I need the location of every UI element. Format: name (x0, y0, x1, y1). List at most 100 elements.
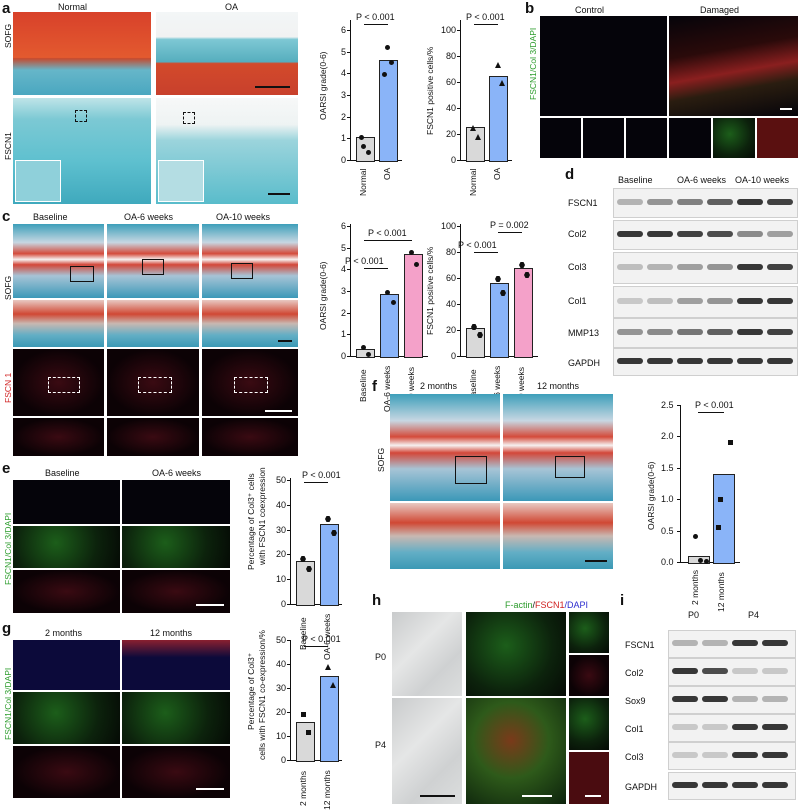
significance-bracket (364, 268, 388, 269)
y-tick-mark (457, 30, 460, 31)
inset-image (158, 160, 204, 202)
histology-image-oa-sofg (156, 12, 298, 95)
roi-box (75, 110, 87, 122)
blot-band (737, 329, 763, 335)
y-tick-mark (287, 640, 290, 641)
channel-image (626, 118, 667, 158)
y-tick-mark (287, 480, 290, 481)
y-tick-mark (347, 291, 350, 292)
scale-bar (585, 795, 601, 797)
y-tick-label: 10 (276, 574, 287, 585)
y-tick-mark (347, 95, 350, 96)
x-tick-label: 2 months (298, 771, 308, 806)
blot-row-label: FSCN1 (568, 198, 598, 208)
blot-band (707, 329, 733, 335)
col-label-2-months: 2 months (45, 628, 83, 638)
y-axis-label: OARSI grade(0-6) (318, 51, 328, 121)
blot-band (677, 264, 703, 270)
data-point (325, 516, 331, 522)
y-tick-label: 6 (341, 221, 347, 231)
y-tick-label: 1 (341, 329, 347, 340)
zoom-image-oa-6-weeks (107, 300, 199, 347)
fluorescence-zoom-oa-6-weeks (107, 418, 199, 456)
bar-baseline (356, 349, 375, 358)
scale-bar (420, 795, 455, 797)
blot-band (672, 640, 698, 646)
col-label-12-months: 12 months (537, 381, 580, 391)
y-axis-label: cells with FSCN1 co-expression/% (257, 630, 267, 760)
zoom-image-oa-10-weeks (202, 300, 298, 347)
y-tick-label: 20 (276, 707, 287, 717)
data-point (330, 682, 336, 688)
roi-box (234, 377, 268, 393)
y-tick-mark (347, 334, 350, 336)
joint-image-2-months (390, 394, 500, 501)
blot-band (732, 752, 758, 758)
y-tick-label: 0.5 (661, 525, 674, 536)
col-label: P4 (748, 610, 760, 620)
col-label-12-months: 12 months (150, 628, 193, 638)
bar-oa-6-weeks (320, 524, 339, 606)
bar-12-months (320, 676, 339, 762)
fluorescence-merge-baseline (13, 480, 120, 524)
x-tick-label: 12 months (716, 572, 726, 612)
scale-bar (780, 108, 792, 110)
fluorescence-red-baseline (13, 570, 120, 613)
col-label-2-months: 2 months (420, 381, 458, 391)
y-tick-mark (457, 304, 460, 305)
roi-box (70, 266, 94, 282)
data-point (698, 558, 703, 563)
y-tick-mark (287, 664, 290, 665)
y-tick-mark (347, 51, 350, 53)
blot-row-label: GAPDH (625, 782, 658, 792)
data-point (331, 530, 337, 536)
blot-band (767, 329, 793, 335)
y-tick-mark (287, 604, 290, 605)
blot-band (702, 696, 728, 702)
data-point (301, 712, 306, 717)
y-tick-mark (347, 116, 350, 118)
panel-label-i: i (620, 592, 625, 609)
stain-sep: / (532, 600, 536, 610)
y-tick-label: 40 (276, 499, 287, 510)
stain-label: FSCN1/Col 3/DAPI (3, 512, 13, 585)
roi-box (231, 263, 253, 279)
blot-band (647, 298, 673, 304)
blot-band (672, 724, 698, 730)
p-value-label: P < 0.001 (368, 228, 407, 238)
blot-row-label: MMP13 (568, 328, 600, 338)
stain-dapi: /DAPI (564, 600, 589, 610)
bar-oa-6-weeks (490, 283, 509, 358)
bar-oa-10-weeks (514, 268, 533, 358)
blot-band (767, 298, 793, 304)
col-label-oa-6-weeks: OA-6 weeks (124, 212, 174, 222)
significance-bracket (474, 252, 498, 253)
data-point (495, 62, 501, 68)
col-label-control: Control (575, 5, 605, 15)
x-axis (350, 160, 402, 161)
y-tick-mark (287, 504, 290, 506)
p-value-label: P < 0.001 (356, 12, 395, 22)
y-tick-label: 0 (281, 755, 287, 765)
blot-band (672, 752, 698, 758)
y-tick-label: 2 (341, 111, 347, 122)
y-tick-mark (457, 82, 460, 83)
y-tick-mark (457, 330, 460, 331)
blot-band (732, 640, 758, 646)
roi-box (138, 377, 172, 393)
blot-band (737, 231, 763, 237)
p-value-label: P < 0.001 (345, 256, 384, 266)
y-tick-label: 20 (446, 325, 457, 335)
y-tick-mark (677, 499, 680, 501)
significance-bracket (698, 412, 724, 413)
blot-band (762, 724, 788, 730)
x-tick-label: OA (492, 167, 502, 180)
channel-image (669, 118, 711, 158)
row-label-fscn1: FSCN 1 (3, 372, 13, 403)
data-point (359, 135, 364, 140)
fluorescence-green-baseline (13, 526, 120, 568)
y-tick-mark (457, 278, 460, 279)
channel-image (583, 118, 624, 158)
data-point (524, 272, 530, 278)
phase-contrast-p0 (392, 612, 462, 696)
